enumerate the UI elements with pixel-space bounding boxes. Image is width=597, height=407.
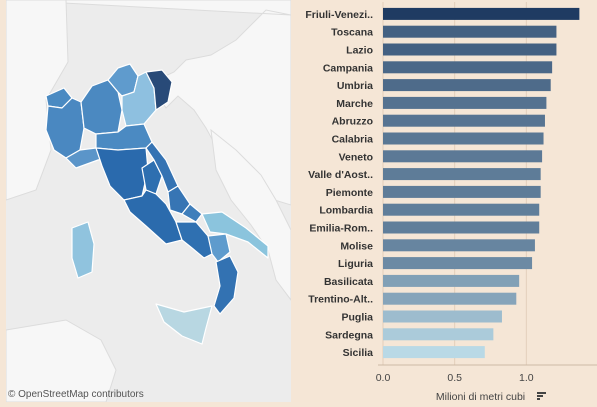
region-friuli[interactable] <box>145 69 173 111</box>
region-calabria[interactable] <box>213 255 239 315</box>
bar[interactable] <box>383 310 502 323</box>
bar[interactable] <box>383 61 553 74</box>
region-sicilia[interactable] <box>155 303 213 345</box>
region-umbria[interactable] <box>141 159 163 195</box>
bar[interactable] <box>383 43 557 56</box>
category-label: Veneto <box>339 151 373 163</box>
region-sardegna[interactable] <box>71 221 95 279</box>
category-label: Liguria <box>338 258 373 270</box>
category-label: Campania <box>323 62 373 74</box>
category-label: Basilicata <box>324 276 373 288</box>
category-label: Friuli-Venezi.. <box>305 9 373 21</box>
category-label: Sicilia <box>343 347 374 359</box>
map-panel[interactable]: © OpenStreetMap contributors <box>6 0 291 402</box>
category-label: Toscana <box>331 27 373 39</box>
bar[interactable] <box>383 132 544 145</box>
bar[interactable] <box>383 96 547 109</box>
sort-descending-icon[interactable] <box>537 392 546 394</box>
map-attribution[interactable]: © OpenStreetMap contributors <box>8 389 144 400</box>
x-tick-label: 0.5 <box>447 372 462 384</box>
bar[interactable] <box>383 168 541 181</box>
x-tick-label: 1.0 <box>519 372 534 384</box>
bar[interactable] <box>383 239 535 252</box>
bar[interactable] <box>383 292 517 305</box>
category-label: Abruzzo <box>332 116 373 128</box>
region-campania[interactable] <box>175 221 217 259</box>
region-basilicata[interactable] <box>207 233 231 263</box>
category-label: Molise <box>340 240 373 252</box>
region-toscana[interactable] <box>95 147 149 201</box>
region-puglia[interactable] <box>201 211 269 259</box>
sort-descending-icon[interactable] <box>537 395 543 397</box>
bar[interactable] <box>383 221 540 234</box>
italy-map[interactable] <box>6 0 291 402</box>
bar[interactable] <box>383 328 494 341</box>
africa-land <box>6 319 117 402</box>
bar[interactable] <box>383 7 580 20</box>
category-label: Puglia <box>341 312 373 324</box>
category-label: Piemonte <box>326 187 373 199</box>
category-label: Trentino-Alt.. <box>308 294 373 306</box>
bar[interactable] <box>383 150 543 163</box>
bar[interactable] <box>383 185 541 198</box>
category-label: Valle d'Aost.. <box>308 169 373 181</box>
bar[interactable] <box>383 274 520 287</box>
category-label: Lazio <box>346 45 373 57</box>
bar[interactable] <box>383 25 557 38</box>
category-label: Emilia-Rom.. <box>309 223 373 235</box>
bar[interactable] <box>383 114 545 127</box>
category-label: Calabria <box>332 134 374 146</box>
bar[interactable] <box>383 79 551 92</box>
category-label: Lombardia <box>319 205 373 217</box>
category-label: Umbria <box>337 80 373 92</box>
sort-descending-icon[interactable] <box>537 398 540 400</box>
category-label: Marche <box>336 98 373 110</box>
balkans-coast <box>210 128 291 301</box>
x-tick-label: 0.0 <box>376 372 391 384</box>
bar[interactable] <box>383 257 533 270</box>
regions <box>45 63 269 345</box>
bar[interactable] <box>383 203 540 216</box>
category-label: Sardegna <box>325 329 373 341</box>
bar-chart: Friuli-Venezi.. Toscana Lazio Campania Umbri… <box>305 2 597 403</box>
x-axis-title: Milioni di metri cubi <box>436 391 525 403</box>
bar[interactable] <box>383 346 485 359</box>
region-piemonte[interactable] <box>45 97 85 159</box>
